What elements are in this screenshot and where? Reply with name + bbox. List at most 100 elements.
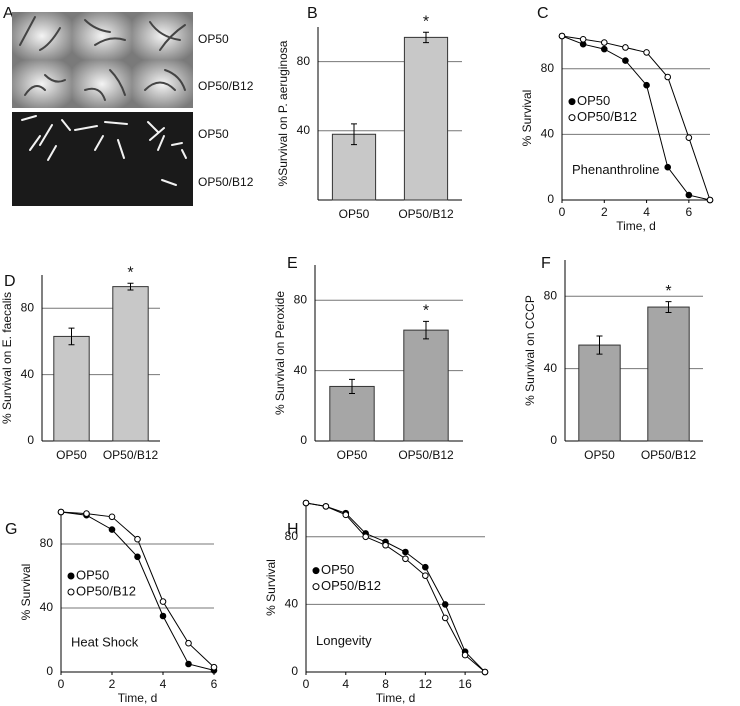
y-tick-label: 0: [547, 192, 554, 206]
y-tick-label: 40: [294, 363, 308, 377]
bar: [112, 286, 149, 442]
data-point: [441, 601, 449, 608]
bar: [329, 385, 375, 442]
data-point: [622, 44, 629, 51]
panel-letter: C: [537, 5, 549, 22]
y-tick-label: 80: [40, 536, 54, 550]
data-point: [322, 503, 330, 510]
data-point: [706, 196, 714, 204]
error-bar: [423, 31, 429, 44]
data-point: [461, 651, 469, 659]
significance-mark: *: [665, 283, 671, 300]
data-point: [422, 572, 429, 579]
data-point: [159, 598, 167, 605]
x-tick-label: OP50/B12: [398, 207, 454, 221]
legend-label: OP50/B12: [321, 578, 381, 593]
x-tick-label: 4: [160, 677, 167, 691]
data-point: [342, 511, 350, 519]
panel-letter: D: [4, 273, 16, 290]
data-point: [664, 163, 672, 171]
data-point: [302, 499, 310, 507]
x-tick-label: 6: [211, 677, 218, 691]
y-axis-label: % Survival: [19, 564, 33, 621]
x-axis-label: Time, d: [118, 691, 158, 705]
x-tick-label: OP50/B12: [641, 448, 697, 462]
data-point: [600, 45, 608, 53]
legend-label: OP50: [321, 562, 354, 577]
y-tick-label: 0: [46, 664, 53, 678]
error-bar: [351, 123, 357, 146]
error-bar: [665, 301, 672, 313]
x-tick-label: 4: [342, 677, 349, 691]
series-line: [561, 35, 711, 201]
x-tick-label: 8: [382, 677, 389, 691]
data-point: [402, 548, 409, 556]
data-point: [643, 49, 650, 56]
data-point: [185, 660, 192, 668]
legend-marker: [67, 572, 75, 580]
panel-letter: H: [287, 521, 299, 538]
y-axis-label: % Survival: [264, 559, 278, 616]
x-tick-label: OP50: [337, 448, 368, 462]
series-line: [305, 502, 486, 673]
annotation: Phenanthroline: [572, 162, 659, 177]
y-tick-label: 80: [544, 288, 558, 302]
data-point: [108, 526, 116, 533]
row-label: OP50/B12: [198, 175, 254, 189]
series-line: [305, 502, 486, 673]
legend-marker: [568, 98, 576, 106]
y-axis-label: %Survival on P. aeruginosa: [276, 40, 290, 186]
x-tick-label: 12: [419, 677, 433, 691]
y-tick-label: 40: [541, 127, 555, 141]
data-point: [685, 191, 693, 199]
x-tick-label: 6: [686, 205, 693, 219]
data-point: [622, 57, 629, 64]
row-label: OP50: [198, 32, 229, 46]
x-tick-label: 2: [601, 205, 608, 219]
series-line: [561, 35, 711, 201]
data-point: [643, 81, 650, 89]
y-tick-label: 80: [297, 54, 311, 68]
error-bar: [349, 378, 355, 394]
x-tick-label: OP50/B12: [103, 448, 159, 462]
x-axis-label: Time, d: [376, 691, 416, 705]
x-tick-label: OP50: [339, 207, 370, 221]
error-bar: [423, 320, 429, 340]
y-tick-label: 40: [21, 367, 35, 381]
panel-letter: A: [3, 5, 14, 22]
x-tick-label: 0: [559, 205, 566, 219]
bar: [578, 344, 621, 442]
y-axis-label: % Survival: [520, 90, 534, 147]
bar: [647, 306, 690, 442]
bar: [403, 36, 449, 201]
y-tick-label: 80: [294, 292, 308, 306]
significance-mark: *: [127, 265, 133, 282]
y-tick-label: 40: [285, 597, 299, 611]
data-point: [422, 563, 429, 571]
y-tick-label: 80: [541, 61, 555, 75]
data-point: [185, 639, 192, 647]
x-tick-label: 2: [109, 677, 116, 691]
data-point: [159, 612, 167, 620]
panel-letter: B: [307, 5, 318, 22]
row-label: OP50: [198, 127, 229, 141]
annotation: Longevity: [316, 633, 372, 648]
y-tick-label: 0: [550, 433, 557, 447]
error-bar: [596, 335, 603, 355]
error-bar: [68, 327, 75, 346]
x-tick-label: 0: [303, 677, 310, 691]
worm-images: [12, 12, 193, 206]
data-point: [402, 555, 409, 563]
y-tick-label: 40: [544, 361, 558, 375]
x-tick-label: 0: [58, 677, 65, 691]
data-point: [108, 513, 116, 521]
significance-mark: *: [423, 303, 429, 320]
panel-letter: E: [287, 255, 298, 272]
annotation: Heat Shock: [71, 635, 139, 650]
legend-label: OP50/B12: [577, 109, 637, 124]
error-bar: [127, 282, 134, 291]
x-tick-label: 16: [458, 677, 472, 691]
y-axis-label: % Survival on CCCP: [523, 295, 537, 406]
y-axis-label: % Survival on E. faecalis: [0, 292, 14, 424]
